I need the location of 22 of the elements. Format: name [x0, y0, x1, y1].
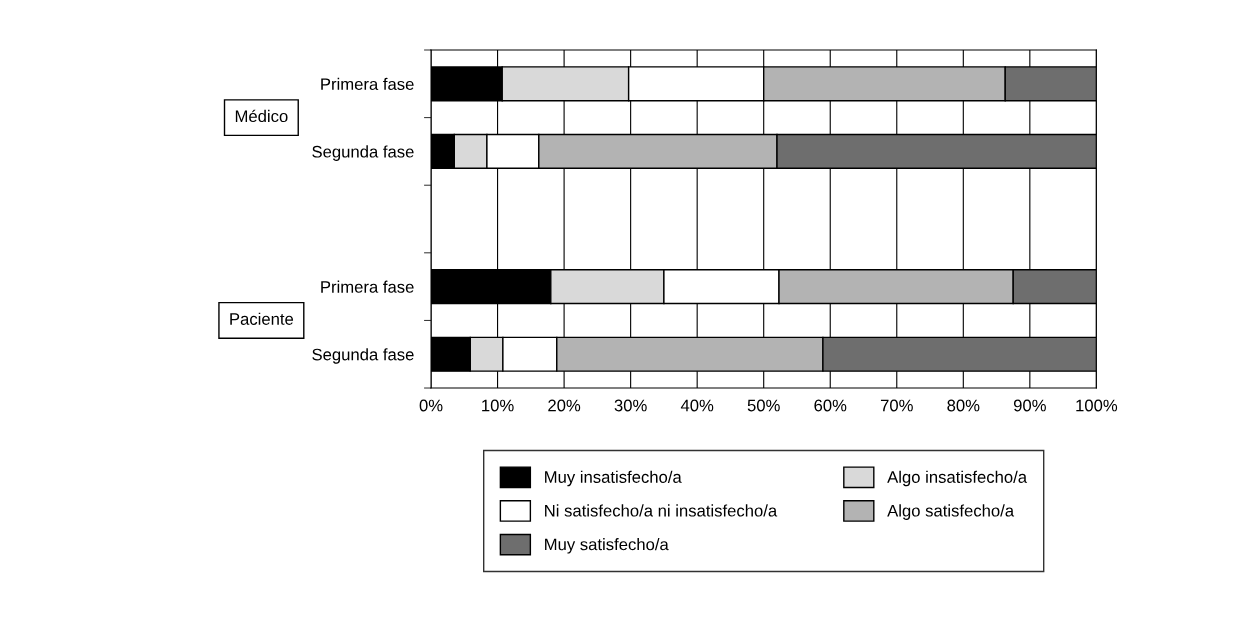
y-tick-label: Primera fase — [321, 280, 414, 293]
x-tick-label: 60% — [814, 399, 847, 412]
legend-label: Algo insatisfecho/a — [887, 470, 1028, 487]
y-tick-label: Segunda fase — [312, 348, 414, 364]
x-tick-label: 70% — [880, 399, 913, 412]
x-tick-label: 20% — [548, 399, 581, 412]
x-tick-label: 80% — [947, 399, 980, 412]
legend-label: Algo satisfecho/a — [887, 504, 1015, 520]
text: Paciente — [230, 312, 294, 325]
x-tick-label: 10% — [482, 399, 514, 412]
x-tick-label: 90% — [1013, 399, 1046, 412]
y-tick-label: Segunda fase — [312, 145, 414, 161]
x-tick-label: 30% — [614, 399, 647, 412]
x-tick-label: 40% — [680, 399, 714, 412]
x-tick-label: 100% — [1076, 399, 1118, 412]
legend-label: Muy satisfecho/a — [545, 538, 669, 554]
legend-label: Ni satisfecho/a ni insatisfecho/a — [545, 504, 778, 517]
text: Médico — [235, 109, 288, 123]
x-tick-label: 0% — [419, 399, 443, 412]
legend-label: Muy insatisfecho/a — [545, 470, 682, 487]
y-tick-label: Primera fase — [321, 77, 414, 91]
x-tick-label: 50% — [747, 399, 780, 412]
